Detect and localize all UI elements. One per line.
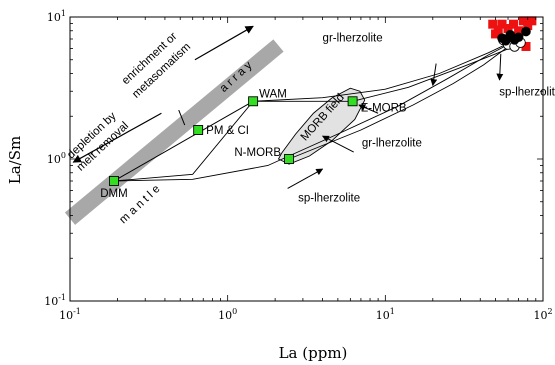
- reference-label-wam: WAM: [259, 88, 287, 100]
- curve-label-gr-lherzolite: gr-lherzolite: [362, 138, 422, 150]
- label-pointer-arrow-2: [358, 104, 379, 114]
- red-square-sample: [518, 16, 528, 26]
- black-circle-sample: [500, 35, 511, 46]
- label-pointer-arrow-0: [430, 63, 438, 87]
- red-square-sample: [509, 19, 519, 29]
- red-square-sample: [527, 16, 537, 26]
- band-divider-tick: [178, 109, 186, 126]
- x-tick-label: 100: [218, 307, 237, 322]
- label-pointer-arrow-4: [287, 168, 324, 189]
- red-square-sample: [497, 19, 507, 29]
- reference-label-n-morb: N-MORB: [234, 147, 281, 159]
- red-square-sample: [503, 23, 513, 33]
- axes-layer: 10-1 100 101 102 10-1 100 101: [44, 9, 552, 322]
- reference-point-e-morb: [347, 96, 358, 107]
- curve-label-gr-lherzolite: gr-lherzolite: [323, 33, 383, 45]
- reference-label-e-morb: E-MORB: [361, 102, 407, 114]
- y-tick-label: 100: [47, 151, 66, 166]
- red-square-sample: [523, 21, 533, 31]
- x-axis-label: La (ppm): [279, 344, 348, 362]
- y-axis-label: La/Sm: [6, 136, 24, 184]
- reference-label-dmm: DMM: [100, 188, 127, 200]
- mantle-array-band: [64, 39, 284, 225]
- x-tick-label: 101: [376, 307, 395, 322]
- black-circle-sample: [521, 26, 531, 37]
- y-tick-label: 10-1: [44, 293, 66, 308]
- red-square-sample: [491, 29, 501, 39]
- y-tick-label: 101: [47, 9, 66, 24]
- curve-label-sp-lherzolite: sp-lherzolite: [298, 193, 360, 205]
- x-tick-label: 10-1: [59, 307, 81, 322]
- reference-label-pm-ci: PM & CI: [206, 125, 249, 137]
- depletion-arrow: [72, 112, 162, 163]
- reference-point-pm-ci: [193, 125, 204, 135]
- enrichment-arrow: [194, 25, 254, 61]
- black-circle-sample: [509, 35, 520, 45]
- curve-label-sp-lherzolite: sp-lherzolite: [499, 87, 555, 99]
- arrows-layer: [72, 25, 504, 189]
- x-tick-label: 102: [533, 307, 552, 322]
- points-layer: [109, 16, 537, 186]
- reference-point-dmm: [109, 176, 119, 186]
- reference-point-n-morb: [284, 154, 294, 164]
- red-square-sample: [521, 41, 531, 51]
- reference-point-wam: [248, 96, 259, 107]
- red-square-sample: [514, 26, 524, 36]
- label-pointer-arrow-3: [321, 135, 354, 153]
- red-square-sample: [488, 19, 498, 29]
- morb-field-polygon: [277, 87, 366, 165]
- mantle-trend-line: [113, 100, 254, 182]
- mantle-array-layer: [64, 39, 284, 225]
- label-pointer-arrow-1: [496, 53, 504, 81]
